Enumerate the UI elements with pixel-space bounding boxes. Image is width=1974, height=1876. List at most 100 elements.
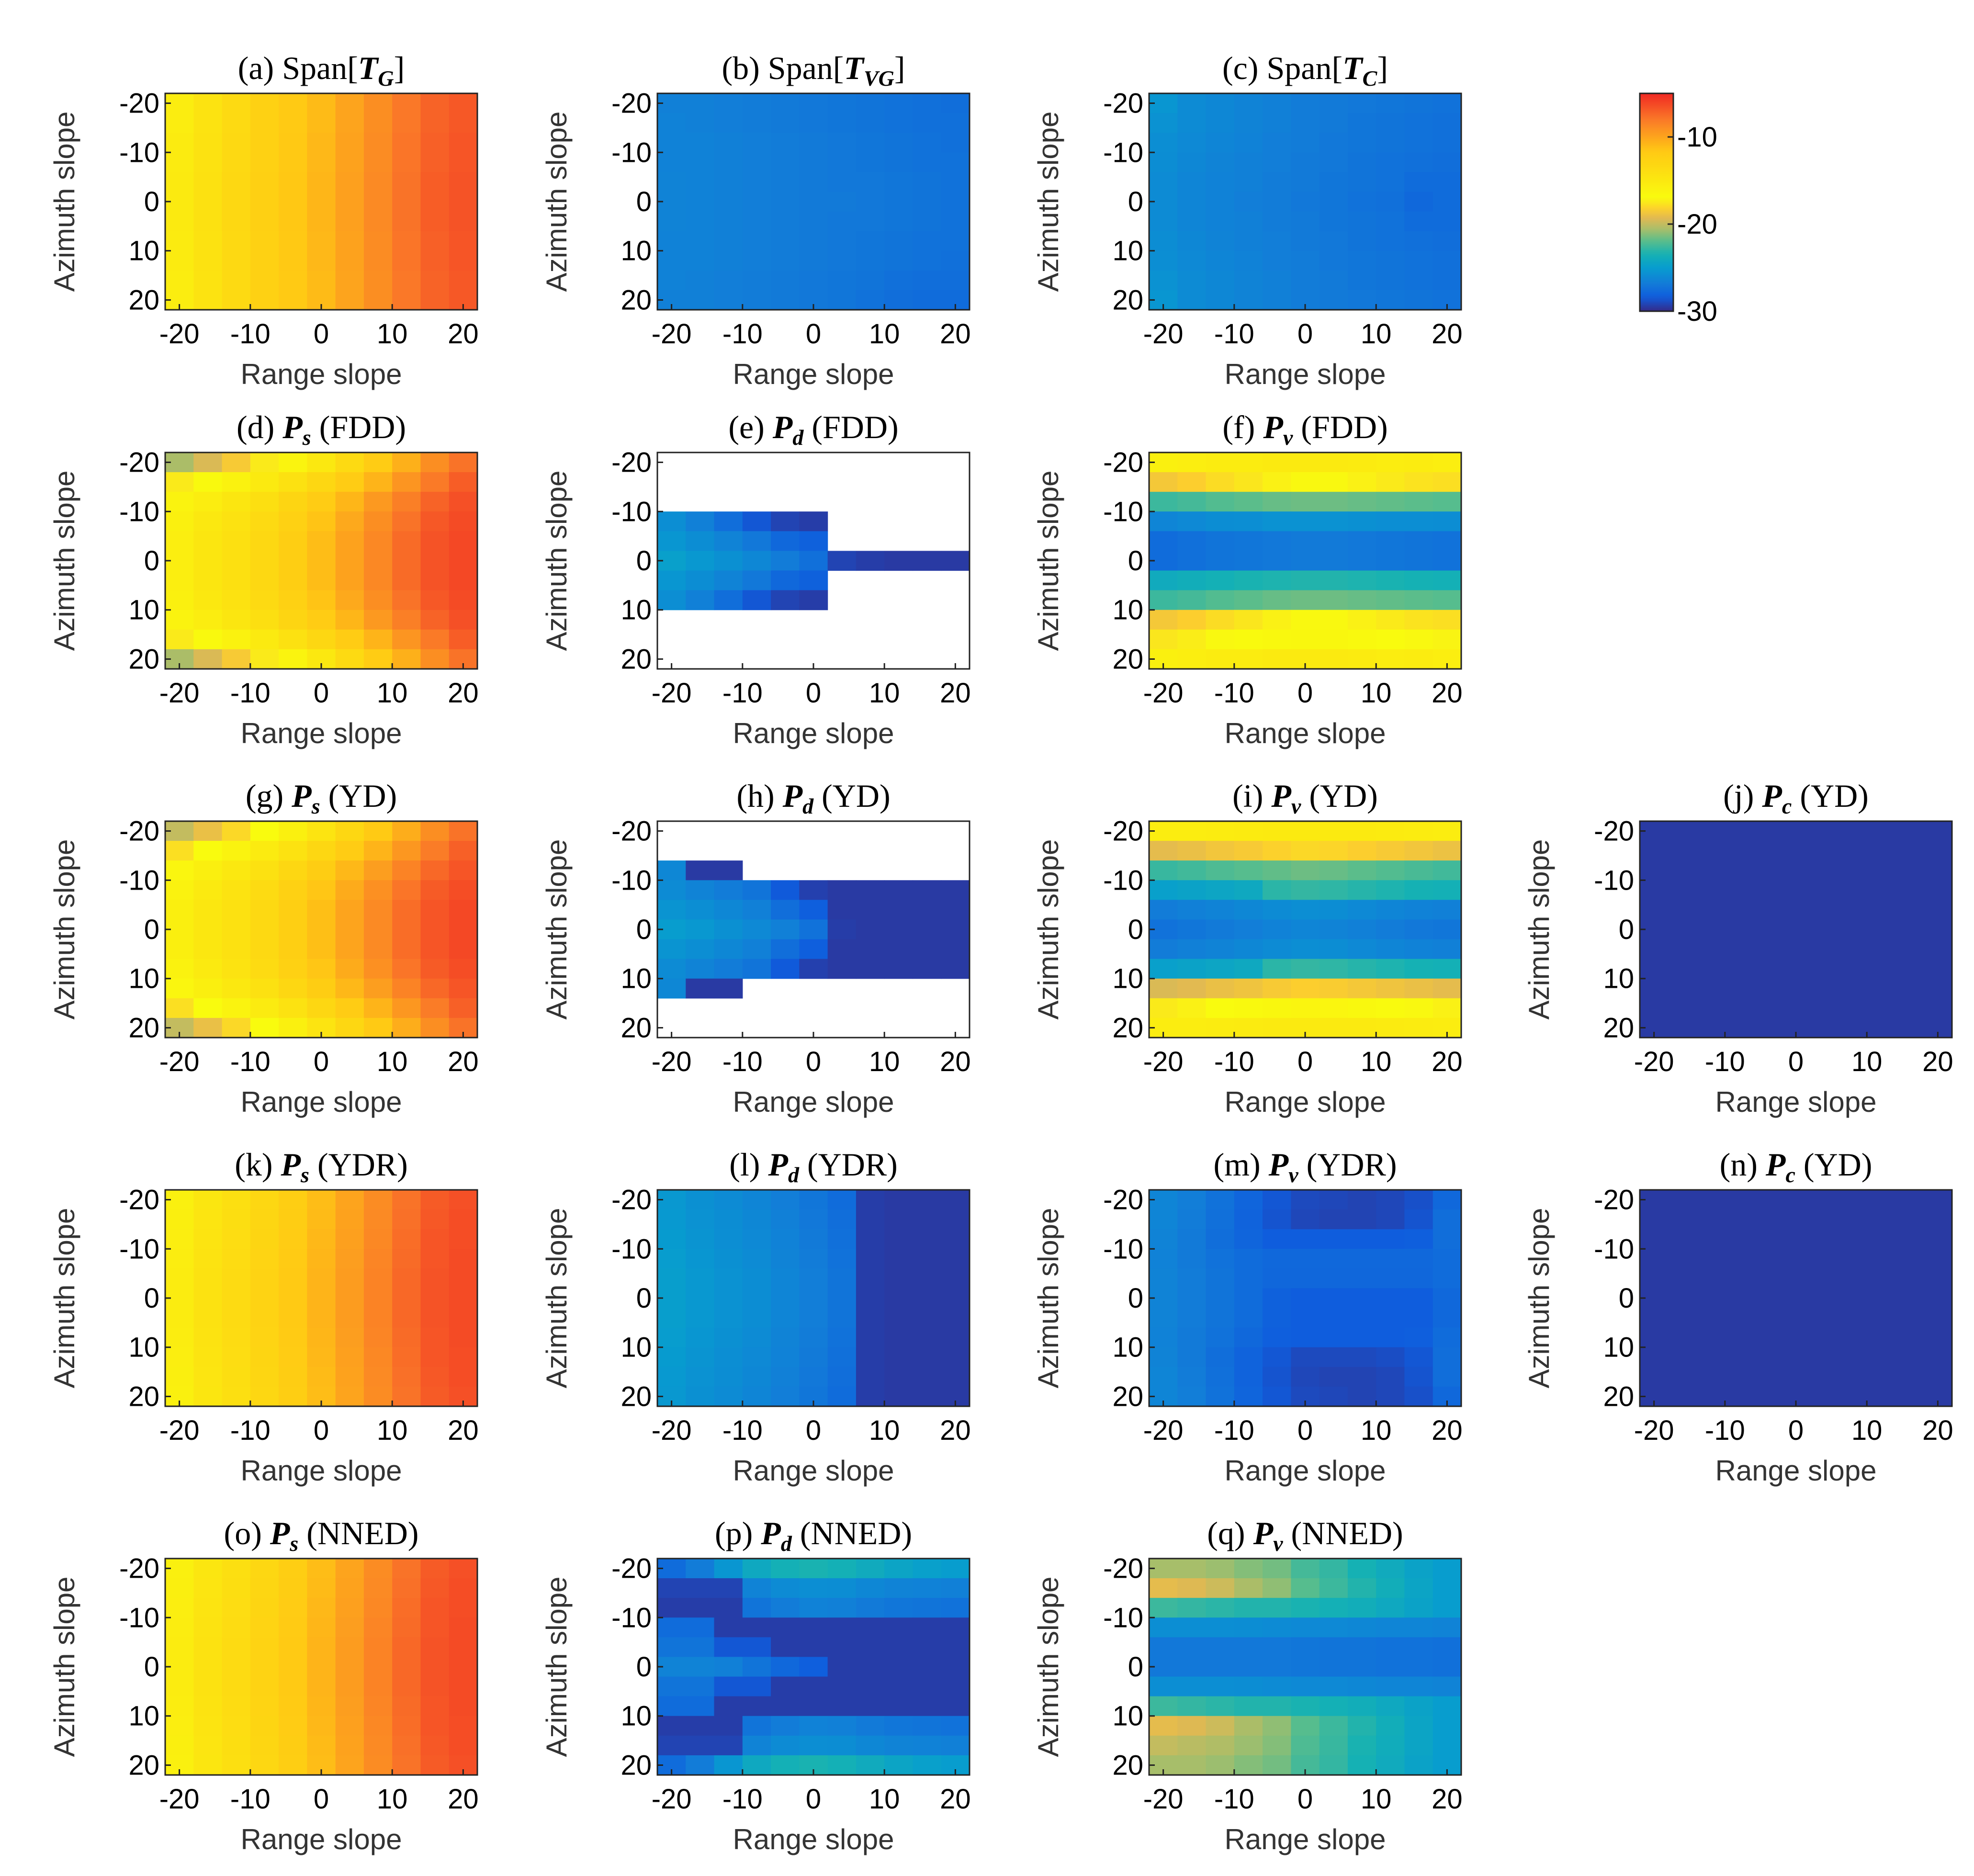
heatmap-cell-a: [420, 290, 450, 310]
heatmap-cell-l: [856, 1209, 885, 1230]
heatmap-cell-c: [1404, 211, 1433, 232]
heatmap-cell-q: [1206, 1755, 1235, 1775]
heatmap-cell-c: [1177, 133, 1207, 153]
heatmap-cell-k: [165, 1327, 194, 1348]
heatmap-cell-f: [1234, 452, 1263, 473]
x-axis-label: Range slope: [733, 358, 894, 390]
heatmap-cell-a: [193, 250, 223, 271]
heatmap-cell-g: [165, 978, 194, 999]
heatmap-cell-j: [1838, 1017, 1867, 1038]
heatmap-cell-a: [392, 270, 421, 291]
heatmap-cell-q: [1149, 1637, 1178, 1658]
heatmap-cell-h: [714, 860, 743, 881]
heatmap-cell-f: [1319, 610, 1348, 630]
heatmap-cell-j: [1838, 821, 1867, 841]
heatmap-cell-q: [1177, 1735, 1207, 1756]
heatmap-cell-j: [1725, 880, 1754, 900]
y-axis-label: Azimuth slope: [1032, 839, 1064, 1020]
heatmap-cell-l: [771, 1268, 800, 1289]
heatmap-cell-p: [742, 1578, 771, 1598]
heatmap-cell-c: [1433, 152, 1462, 172]
y-tick-label: -10: [611, 1602, 652, 1633]
heatmap-cell-j: [1753, 939, 1782, 960]
heatmap-cell-b: [884, 172, 914, 192]
heatmap-cell-q: [1177, 1696, 1207, 1717]
heatmap-cell-i: [1149, 860, 1178, 881]
heatmap-cell-i: [1206, 841, 1235, 861]
heatmap-cell-k: [363, 1347, 393, 1367]
heatmap-cell-c: [1149, 270, 1178, 291]
x-tick-label: -10: [722, 1046, 763, 1077]
heatmap-cell-c: [1291, 113, 1320, 133]
heatmap-cell-a: [193, 93, 223, 113]
y-tick-label: 20: [620, 284, 652, 316]
heatmap-cell-d: [279, 590, 307, 610]
heatmap-cell-m: [1291, 1327, 1320, 1348]
heatmap-cell-n: [1640, 1367, 1669, 1387]
heatmap-cell-b: [884, 211, 914, 232]
heatmap-cell-e: [742, 511, 771, 531]
heatmap-cell-i: [1376, 821, 1405, 841]
heatmap-cell-p: [799, 1617, 828, 1638]
heatmap-cell-d: [279, 649, 307, 669]
heatmap-cell-h: [884, 939, 914, 960]
heatmap-cell-g: [279, 998, 307, 1018]
heatmap-cell-e: [941, 551, 970, 571]
heatmap-cell-o: [165, 1598, 194, 1618]
heatmap-cell-k: [335, 1190, 364, 1210]
heatmap-cell-f: [1433, 570, 1462, 591]
heatmap-cell-h: [657, 939, 686, 960]
heatmap-cell-q: [1347, 1696, 1376, 1717]
heatmap-cell-c: [1319, 211, 1348, 232]
heatmap-cell-q: [1404, 1657, 1433, 1677]
heatmap-cell-j: [1810, 841, 1839, 861]
heatmap-cell-p: [799, 1696, 828, 1717]
heatmap-cell-o: [392, 1637, 421, 1658]
x-tick-label: -20: [652, 1784, 692, 1815]
heatmap-cell-e: [913, 551, 942, 571]
heatmap-cell-d: [279, 551, 307, 571]
heatmap-cell-k: [449, 1229, 478, 1249]
heatmap-cell-k: [420, 1190, 450, 1210]
heatmap-cell-p: [884, 1735, 914, 1756]
heatmap-cell-k: [193, 1288, 223, 1309]
heatmap-cell-p: [686, 1676, 715, 1697]
heatmap-cell-o: [250, 1735, 279, 1756]
heatmap-cell-b: [856, 133, 885, 153]
heatmap-cell-d: [449, 531, 478, 552]
heatmap-cell-a: [335, 113, 364, 133]
y-tick-label: 20: [1112, 1381, 1143, 1412]
heatmap-cell-g: [420, 998, 450, 1018]
heatmap-cell-c: [1347, 211, 1376, 232]
heatmap-cell-f: [1177, 551, 1207, 571]
heatmap-cell-g: [222, 998, 251, 1018]
heatmap-cell-m: [1347, 1308, 1376, 1328]
heatmap-cell-k: [392, 1308, 421, 1328]
heatmap-cell-p: [657, 1578, 686, 1598]
heatmap-cell-n: [1782, 1308, 1811, 1328]
heatmap-cell-d: [420, 452, 450, 473]
x-tick-label: -10: [722, 1415, 763, 1446]
x-tick-label: 20: [448, 1046, 479, 1077]
heatmap-cell-q: [1177, 1559, 1207, 1579]
heatmap-cell-g: [250, 880, 279, 900]
heatmap-cell-a: [420, 231, 450, 251]
heatmap-cell-a: [279, 192, 307, 212]
heatmap-cell-c: [1206, 113, 1235, 133]
heatmap-cell-i: [1291, 880, 1320, 900]
heatmap-cell-l: [657, 1347, 686, 1367]
heatmap-cell-m: [1291, 1229, 1320, 1249]
heatmap-cell-o: [250, 1559, 279, 1579]
heatmap-cell-b: [884, 192, 914, 212]
heatmap-cell-q: [1206, 1617, 1235, 1638]
heatmap-cell-b: [884, 290, 914, 310]
heatmap-cell-j: [1810, 880, 1839, 900]
heatmap-cell-k: [335, 1288, 364, 1309]
heatmap-cell-m: [1404, 1288, 1433, 1309]
heatmap-cell-f: [1376, 551, 1405, 571]
heatmap-cell-i: [1433, 860, 1462, 881]
heatmap-cell-c: [1206, 270, 1235, 291]
heatmap-cell-p: [771, 1559, 800, 1579]
heatmap-cell-d: [307, 472, 336, 492]
heatmap-cell-h: [686, 880, 715, 900]
